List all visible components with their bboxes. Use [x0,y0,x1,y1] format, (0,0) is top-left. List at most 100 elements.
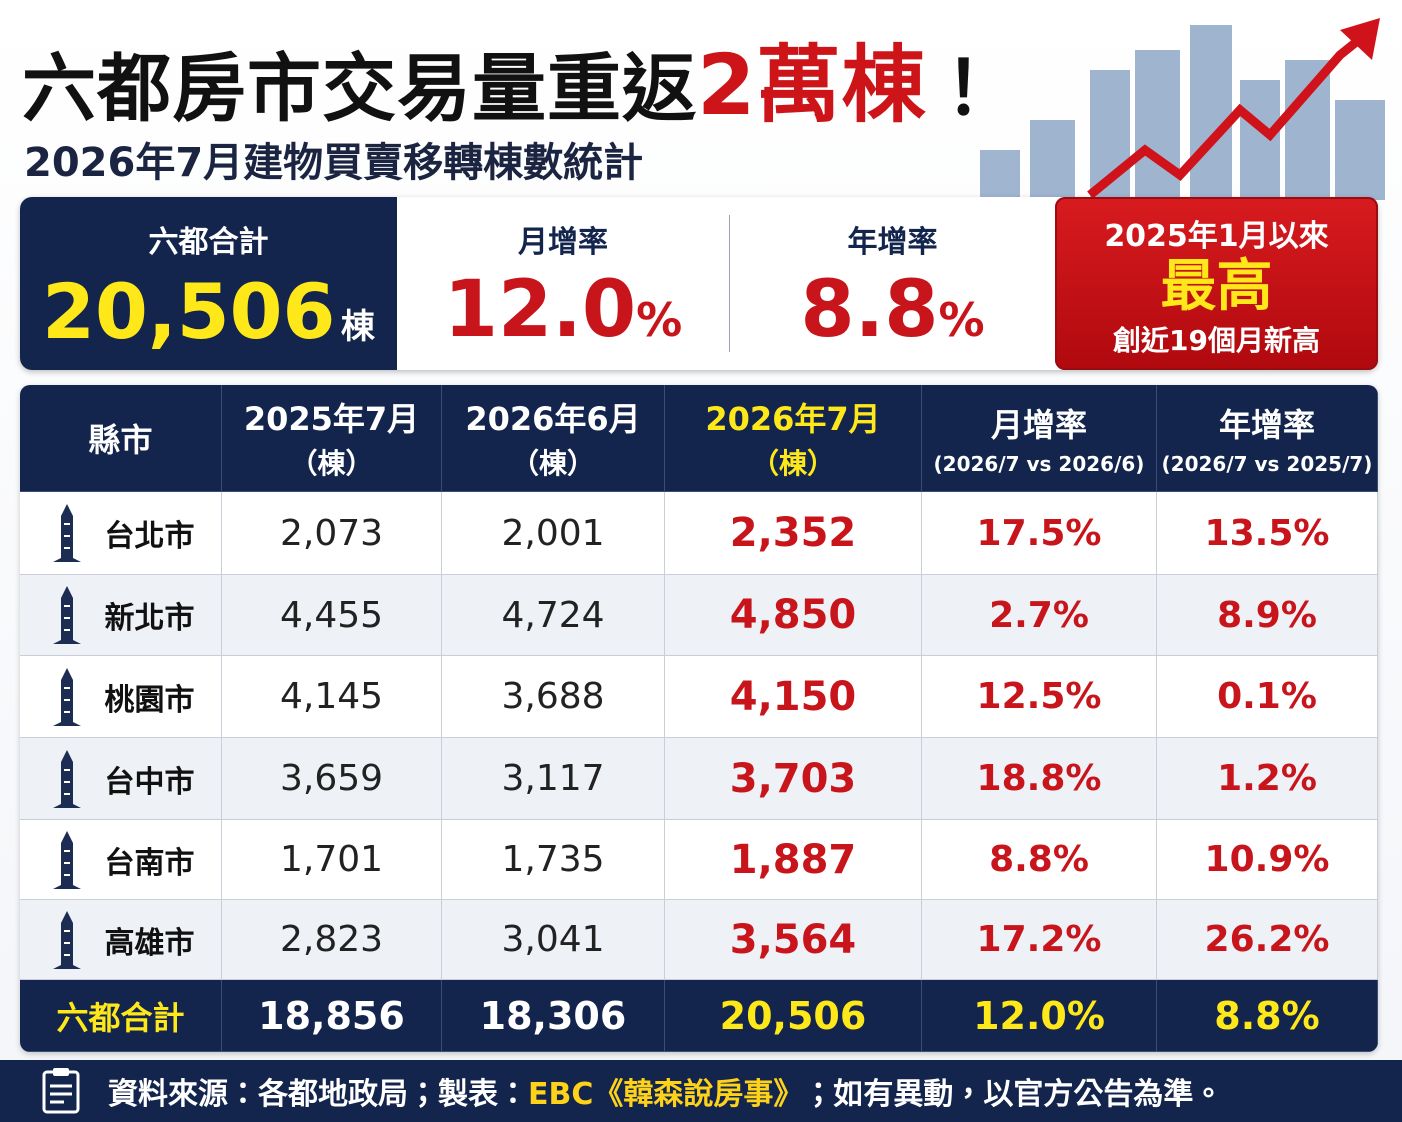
mom-unit: % [636,293,683,347]
city-cell: 台北市 [20,492,222,575]
value-cell: 1,701 [222,820,442,900]
city-cell: 新北市 [20,575,222,656]
value-cell: 12.5% [922,656,1157,738]
header-cell: 年增率 (2026/7 vs 2025/7) [1157,385,1378,492]
count: 4,850 [729,592,857,638]
total-cell: 六都合計 [20,980,222,1052]
header-title: 縣市 [88,421,153,459]
value-cell: 4,150 [665,656,922,738]
count: 2,352 [729,510,857,556]
title: 六都房市交易量重返2萬棟！ [22,18,1001,139]
value-cell: 8.9% [1157,575,1378,656]
title-highlight: 2萬棟 [697,36,927,134]
header-title: 2026年7月 [705,400,881,438]
city-icon [52,749,81,808]
count: 3,564 [729,916,857,963]
header-sub: （棟） [750,447,835,480]
city-name: 高雄市 [104,925,195,961]
value-cell: 18.8% [922,738,1157,820]
count: 2,823 [279,919,384,960]
city-icon [52,910,81,969]
count: 4,145 [279,676,384,717]
total-cell: 20,506 [665,980,922,1052]
header-title: 年增率 [1218,406,1315,444]
value-cell: 26.2% [1157,900,1378,980]
value-cell: 4,455 [222,575,442,656]
header-cell: 2026年7月 （棟） [665,385,922,492]
value-cell: 2,001 [442,492,665,575]
growth-rate: 18.8% [976,758,1102,799]
total-value: 18,856 [258,993,405,1038]
badge-main: 最高 [1160,254,1273,319]
growth-rate: 12.5% [976,676,1102,717]
growth-rate: 26.2% [1204,919,1330,960]
value-cell: 4,724 [442,575,665,656]
value-cell: 3,564 [665,900,922,980]
value-cell: 0.1% [1157,656,1378,738]
total-value: 12.0% [973,993,1105,1038]
value-cell: 17.5% [922,492,1157,575]
value-cell: 3,703 [665,738,922,820]
city-icon [52,667,81,726]
growth-rate: 17.5% [976,512,1102,554]
value-cell: 4,850 [665,575,922,656]
total-label: 六都合計 [56,998,185,1037]
value-cell: 13.5% [1157,492,1378,575]
divider [729,215,730,352]
data-table: 縣市 2025年7月 （棟） 2026年6月 （棟） 2026年7月 （棟） 月增率 (2026… [20,385,1378,1052]
mom-panel: 月增率 12.0% [397,197,729,355]
record-badge: 2025年1月以來 最高 創近19個月新高 [1055,197,1378,370]
mom-value: 12.0 [443,265,637,355]
value-cell: 1,735 [442,820,665,900]
count: 3,688 [501,676,605,717]
skyline-illustration [980,18,1385,200]
count: 3,703 [729,755,857,802]
city-name: 桃園市 [104,682,195,718]
footer: 資料來源：各都地政局；製表： EBC《韓森說房事》 ；如有異動，以官方公告為準。 [0,1060,1402,1122]
total-value: 8.8% [1214,993,1320,1038]
growth-rate: 0.1% [1217,676,1317,717]
city-cell: 台南市 [20,820,222,900]
header-sub: （棟） [510,447,595,480]
header-cell: 縣市 [20,385,222,492]
count: 1,735 [501,839,605,880]
badge-bottom: 創近19個月新高 [1113,324,1320,357]
city-name: 台南市 [104,845,195,881]
count: 1,701 [279,839,384,880]
value-cell: 1.2% [1157,738,1378,820]
subtitle: 2026年7月建物買賣移轉棟數統計 [24,140,644,186]
header-sub: （棟） [289,447,374,480]
header-cell: 月增率 (2026/7 vs 2026/6) [922,385,1157,492]
city-name: 台北市 [104,519,195,554]
summary-panel: 六都合計 20,506 棟 月增率 12.0% 年增率 8.8% 2025年1月… [20,197,1378,370]
header-sub: (2026/7 vs 2025/7) [1161,452,1373,476]
city-name: 新北市 [104,601,195,636]
count: 1,887 [729,836,857,883]
title-text: 六都房市交易量重返 [22,46,697,132]
count: 3,659 [279,758,384,799]
total-value: 20,506 [42,267,336,356]
growth-rate: 8.8% [989,839,1089,880]
value-cell: 2,823 [222,900,442,980]
yoy-value: 8.8 [800,265,939,355]
value-cell: 3,041 [442,900,665,980]
count: 3,117 [501,758,605,799]
growth-rate: 13.5% [1204,512,1330,554]
total-value: 18,306 [479,993,627,1038]
growth-rate: 10.9% [1204,839,1330,880]
header-cell: 2026年6月 （棟） [442,385,665,492]
header-sub: (2026/7 vs 2026/6) [933,452,1145,476]
growth-rate: 1.2% [1217,758,1317,799]
count: 4,150 [729,673,857,720]
yoy-panel: 年增率 8.8% [730,197,1055,355]
city-icon [52,830,81,889]
value-cell: 3,659 [222,738,442,820]
total-value-line: 20,506 棟 [20,267,397,356]
footer-text: 資料來源：各都地政局；製表： [108,1077,528,1112]
header-title: 2025年7月 [243,400,420,438]
count: 4,724 [501,594,605,636]
total-label: 六都合計 [148,225,269,260]
value-cell: 10.9% [1157,820,1378,900]
clipboard-icon [42,1068,80,1114]
